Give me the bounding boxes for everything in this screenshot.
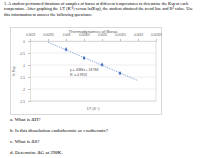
grid-line bbox=[30, 101, 156, 102]
x-tick-mark bbox=[30, 39, 31, 41]
x-tick-label: 0.00295 bbox=[43, 33, 54, 37]
chart: Thermodynamics of Borax -2.5 -2 -1.5 -1 -0.5 0… bbox=[10, 27, 162, 115]
y-tick-label: -2 bbox=[22, 88, 25, 92]
question: 1. A student performed titrations of sam… bbox=[4, 1, 196, 17]
question-text: A student performed titrations of sample… bbox=[4, 1, 193, 17]
y-tick-mark bbox=[28, 77, 30, 78]
y-tick: -2.5 bbox=[20, 100, 31, 104]
x-tick: 0.0029 bbox=[26, 33, 36, 41]
x-tick-label: 0.003 bbox=[63, 33, 71, 37]
sub-question-label: c. bbox=[10, 139, 15, 144]
y-tick-label: -1 bbox=[22, 64, 25, 68]
x-tick-label: 0.0029 bbox=[26, 33, 36, 37]
question-number: 1. bbox=[4, 1, 8, 6]
x-tick-label: 0.0031 bbox=[98, 33, 108, 37]
y-tick: -1 bbox=[22, 64, 30, 68]
trendline-label: y = -6384x + 18.784 bbox=[70, 68, 99, 72]
sub-question-label: d. bbox=[10, 150, 15, 155]
sub-question-text: Is this dissolution endothermic or exoth… bbox=[15, 128, 108, 133]
x-tick: 0.003 bbox=[63, 33, 71, 41]
x-tick-label: 0.00305 bbox=[79, 33, 90, 37]
y-axis: -2.5 -2 -1.5 -1 -0.5 0 bbox=[20, 40, 31, 104]
y-tick-label: -1.5 bbox=[20, 76, 26, 80]
sub-question-text: What is ΔH? bbox=[15, 117, 41, 122]
plot-frame bbox=[156, 41, 157, 101]
trend-line bbox=[48, 42, 138, 80]
sub-question: d. Determine ΔG at 298K. bbox=[10, 150, 63, 156]
trendline-label: R² = 0.9913 bbox=[70, 73, 87, 77]
y-axis-title: ln Ksp bbox=[12, 66, 16, 76]
sub-question-text: What is ΔS? bbox=[15, 139, 40, 144]
plot-frame bbox=[30, 101, 156, 102]
chart-title: Thermodynamics of Borax bbox=[69, 29, 119, 34]
sub-question-label: b. bbox=[10, 128, 15, 133]
x-tick: 0.00315 bbox=[115, 33, 126, 41]
x-tick-label: 0.0032 bbox=[134, 33, 144, 37]
y-tick-mark bbox=[28, 65, 30, 66]
x-tick-mark bbox=[84, 39, 85, 41]
y-axis-line bbox=[28, 42, 31, 102]
x-axis-title: 1/T (K⁻¹) bbox=[86, 107, 99, 111]
chart-frame bbox=[11, 28, 162, 115]
sub-question: b. Is this dissolution endothermic or ex… bbox=[10, 128, 108, 134]
y-tick-label: -2.5 bbox=[20, 100, 26, 104]
grid-line bbox=[30, 89, 156, 90]
y-tick-label: -0.5 bbox=[20, 52, 26, 56]
x-tick: 0.0031 bbox=[98, 33, 108, 41]
y-tick: -2 bbox=[22, 88, 30, 92]
x-tick: 0.00295 bbox=[43, 33, 54, 41]
x-tick-mark bbox=[138, 39, 139, 41]
x-axis-line bbox=[31, 39, 157, 42]
x-tick: 0.0032 bbox=[134, 33, 144, 41]
x-tick-mark bbox=[120, 39, 121, 41]
x-tick: 0.00325 bbox=[151, 33, 162, 41]
x-tick-label: 0.00315 bbox=[115, 33, 126, 37]
y-tick-label: 0 bbox=[23, 40, 25, 44]
grid-line bbox=[30, 77, 156, 78]
x-tick: 0.00305 bbox=[79, 33, 90, 41]
sub-question: a. What is ΔH? bbox=[10, 117, 40, 123]
x-tick-mark bbox=[156, 39, 157, 41]
y-tick: -0.5 bbox=[20, 52, 31, 56]
y-tick-mark bbox=[28, 41, 30, 42]
x-axis: 0.0029 0.00295 0.003 0.00305 0.0031 0.00315 0.… bbox=[26, 33, 162, 42]
sub-question-text: Determine ΔG at 298K. bbox=[15, 150, 63, 155]
x-tick-mark bbox=[66, 39, 67, 41]
grid-line bbox=[30, 53, 156, 54]
x-tick-mark bbox=[102, 39, 103, 41]
plot-area bbox=[48, 42, 138, 80]
x-tick-label: 0.00325 bbox=[151, 33, 162, 37]
grid bbox=[30, 41, 156, 101]
y-tick: 0 bbox=[23, 40, 30, 44]
y-tick-mark bbox=[28, 53, 30, 54]
data-point bbox=[101, 62, 104, 67]
y-tick: -1.5 bbox=[20, 76, 31, 80]
y-tick-mark bbox=[28, 89, 30, 90]
x-tick-mark bbox=[48, 39, 49, 41]
y-tick-mark bbox=[28, 101, 30, 102]
sub-question: c. What is ΔS? bbox=[10, 139, 40, 145]
sub-question-label: a. bbox=[10, 117, 15, 122]
grid-line bbox=[30, 65, 156, 66]
